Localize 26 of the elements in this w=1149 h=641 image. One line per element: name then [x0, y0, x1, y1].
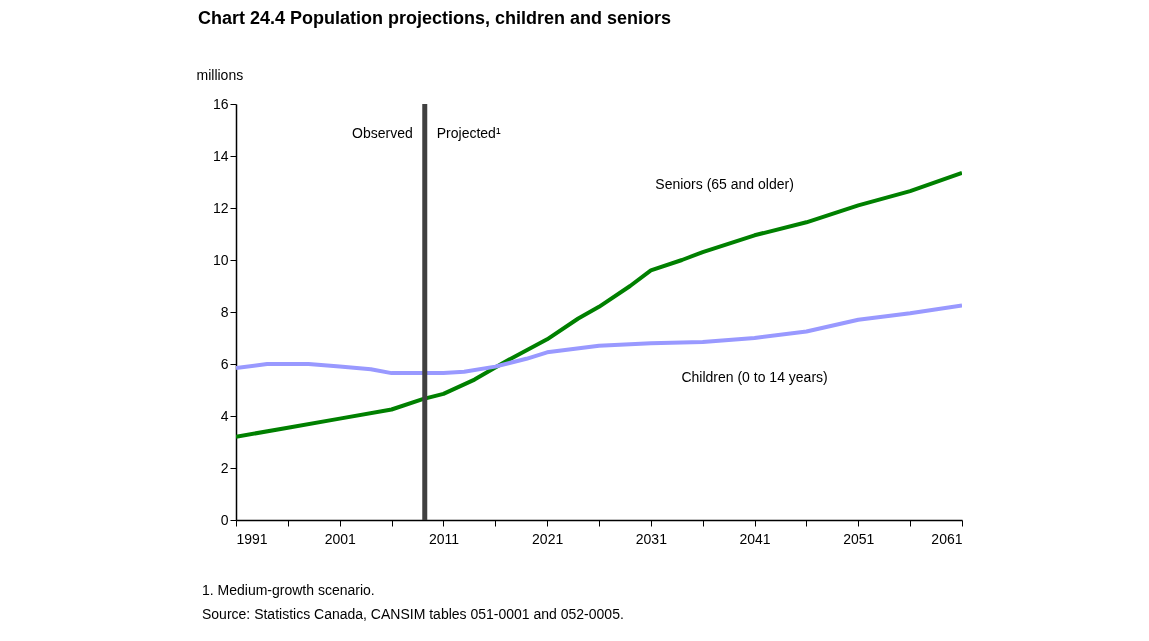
y-tick-label: 0 [220, 511, 229, 528]
y-tick-label: 12 [212, 199, 229, 216]
y-tick-label: 2 [220, 459, 229, 476]
annotation: Observed [352, 125, 413, 141]
source-note: Source: Statistics Canada, CANSIM tables 051-0001 and 052-0005. [202, 605, 624, 624]
line-series [236, 170, 962, 439]
y-axis-title: millions [196, 66, 244, 83]
x-tick-label: 2011 [428, 530, 460, 547]
annotation: Projected¹ [436, 125, 501, 141]
chart-title: Chart 24.4 Population projections, children and seniors [198, 8, 672, 28]
text: Seniors (65 and older) [655, 176, 794, 193]
y-tick-label: 10 [212, 251, 229, 268]
x-tick-label: 2021 [532, 530, 564, 547]
x-tick-label: 2001 [324, 530, 356, 547]
x-tick-label: 2031 [635, 530, 668, 547]
series-label: Children (0 to 14 years) [681, 369, 828, 385]
y-tick-label: 16 [212, 95, 229, 112]
y-tick-label: 4 [220, 407, 229, 424]
text: 1. Medium-growth scenario. [202, 581, 376, 600]
x-tick-label: 2061 [931, 530, 963, 547]
x-tick-label: 2051 [843, 530, 875, 547]
x-tick-label: 2041 [739, 530, 771, 547]
y-tick-label: 6 [220, 355, 229, 372]
x-tick-label: 1991 [236, 530, 268, 547]
y-tick-label: 14 [212, 147, 229, 164]
y-tick-label: 8 [220, 303, 229, 320]
